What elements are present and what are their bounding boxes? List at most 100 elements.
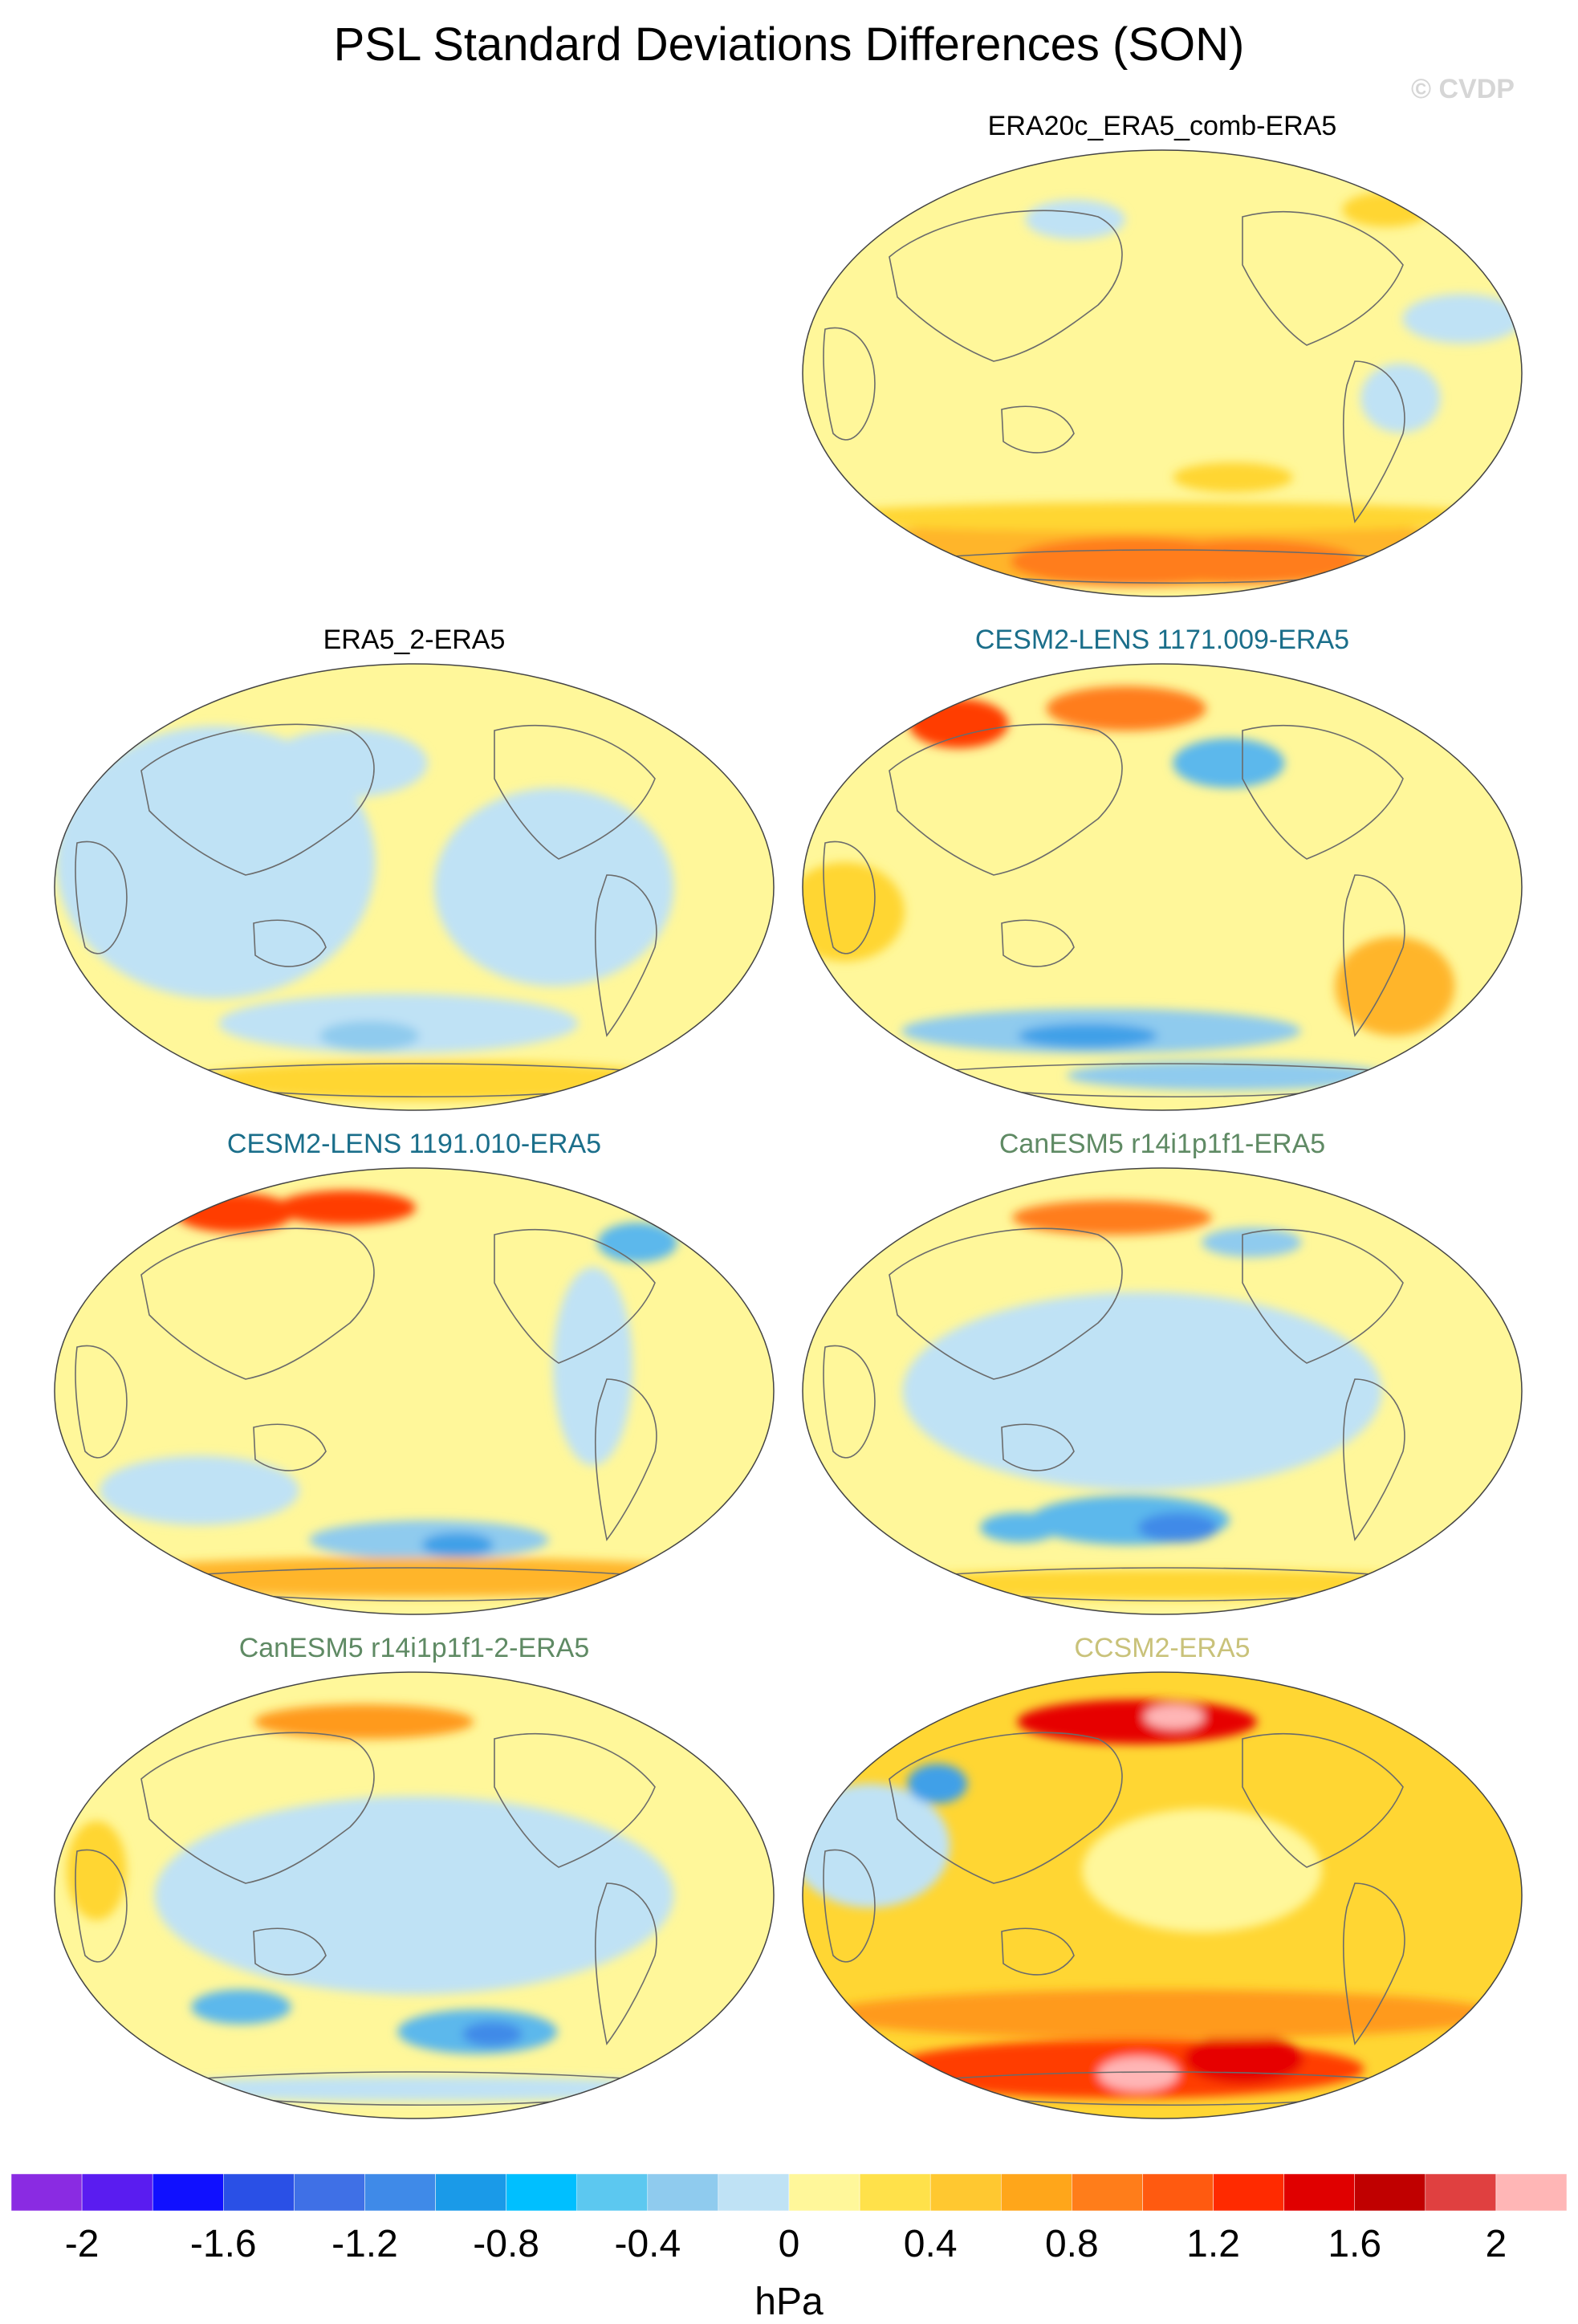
colorbar-swatch <box>81 2174 153 2212</box>
anomaly-region <box>1360 363 1441 433</box>
anomaly-region <box>1183 2033 1304 2084</box>
colorbar-swatch <box>647 2174 719 2212</box>
colorbar-tick-label: 1.6 <box>1328 2223 1382 2265</box>
map-outline <box>54 1167 775 1615</box>
coastline <box>1242 725 1404 860</box>
anomaly-region <box>1144 1704 1205 1730</box>
map-panel <box>802 1671 1523 2119</box>
coastline <box>823 1345 876 1459</box>
colorbar-swatch <box>576 2174 649 2212</box>
colorbar-tick-label: 0 <box>778 2223 800 2265</box>
panel-title-3: CESM2-LENS 1191.010-ERA5 <box>226 1129 602 1159</box>
map-panel <box>54 1671 775 2119</box>
coastline <box>253 919 327 967</box>
colorbar-swatch <box>435 2174 506 2212</box>
coastline <box>494 1229 656 1364</box>
anomaly-region <box>74 1557 754 1597</box>
anomaly-region <box>812 502 1512 532</box>
coastline <box>595 874 657 1037</box>
anomaly-region <box>1011 1200 1212 1235</box>
panel-title-5: CanESM5 r14i1p1f1-2-ERA5 <box>238 1633 590 1663</box>
anomaly-region <box>194 1060 674 1101</box>
colorbar-tick-label: 0.4 <box>903 2223 958 2265</box>
colorbar-tick-label: -2 <box>64 2223 100 2265</box>
map-outline <box>802 149 1523 597</box>
anomaly-region <box>218 993 579 1053</box>
map-outline <box>802 1167 1523 1615</box>
anomaly-region <box>1137 1512 1218 1543</box>
anomaly-region <box>1173 462 1293 493</box>
colorbar-swatch <box>859 2174 931 2212</box>
map-panel <box>802 149 1523 597</box>
coastline <box>1343 1882 1405 2045</box>
map-panel <box>802 663 1523 1111</box>
anomaly-region <box>842 1569 1482 1600</box>
colorbar-tick-label: -1.6 <box>189 2223 257 2265</box>
colorbar <box>11 2174 1567 2212</box>
anomaly-region <box>100 1455 299 1525</box>
map-outline <box>802 1671 1523 2119</box>
anomaly-region <box>267 728 428 798</box>
colorbar-swatch <box>1354 2174 1426 2212</box>
anomaly-region <box>1018 1023 1158 1048</box>
coastline <box>595 1882 657 2045</box>
colorbar-units: hPa <box>754 2281 824 2323</box>
colorbar-tick-label: -0.8 <box>473 2223 539 2265</box>
panel-title-2: CESM2-LENS 1171.009-ERA5 <box>974 625 1350 655</box>
anomaly-region <box>597 1222 678 1263</box>
coastline <box>1001 919 1075 967</box>
anomaly-region <box>1098 2056 1178 2092</box>
coastline <box>75 1345 128 1459</box>
anomaly-region <box>1066 1060 1387 1091</box>
coastline <box>889 1732 1123 1884</box>
watermark: © CVDP <box>1411 74 1515 104</box>
coastline <box>1343 874 1405 1037</box>
colorbar-swatch <box>152 2174 224 2212</box>
colorbar-tick-label: 0.8 <box>1044 2223 1099 2265</box>
anomaly-region <box>908 698 1009 749</box>
colorbar-swatch <box>718 2174 790 2212</box>
colorbar-swatch <box>506 2174 577 2212</box>
anomaly-region <box>114 2076 714 2102</box>
figure-title: PSL Standard Deviations Differences (SON… <box>333 18 1245 71</box>
coastline <box>253 1423 327 1471</box>
coastline <box>140 1732 375 1884</box>
map-panel <box>54 663 775 1111</box>
anomaly-region <box>1402 294 1522 344</box>
colorbar-swatch <box>1001 2174 1072 2212</box>
anomaly-region <box>1137 539 1358 584</box>
anomaly-region <box>803 1784 950 1908</box>
anomaly-region <box>433 788 674 987</box>
colorbar-tick-label: -1.2 <box>331 2223 398 2265</box>
map-outline <box>802 663 1523 1111</box>
coastline <box>1343 1378 1405 1541</box>
coastline <box>75 1849 128 1963</box>
coastline <box>823 1849 876 1963</box>
anomaly-region <box>1082 1808 1322 1933</box>
colorbar-swatch <box>1142 2174 1214 2212</box>
map-panel <box>54 1167 775 1615</box>
map-outline <box>54 1671 775 2119</box>
colorbar-swatch <box>1425 2174 1497 2212</box>
colorbar-swatch <box>364 2174 436 2212</box>
coastline <box>1001 1423 1075 1471</box>
anomaly-region <box>275 1190 417 1226</box>
anomaly-region <box>979 1512 1060 1543</box>
coastline <box>494 1733 656 1868</box>
coastline <box>889 210 1123 362</box>
colorbar-tick-label: 2 <box>1485 2223 1507 2265</box>
anomaly-region <box>462 2021 523 2047</box>
anomaly-region <box>319 1020 420 1051</box>
colorbar-tick-label: -0.4 <box>614 2223 681 2265</box>
coastline <box>889 1227 1123 1380</box>
coastline <box>140 723 375 876</box>
coastline <box>494 725 656 860</box>
coastline <box>889 723 1123 876</box>
coastline <box>1343 360 1405 523</box>
anomaly-region <box>1046 686 1206 731</box>
anomaly-region <box>66 1821 127 1920</box>
coastline <box>823 840 876 954</box>
colorbar-swatch <box>11 2174 83 2212</box>
anomaly-region <box>1342 192 1430 227</box>
anomaly-region <box>1025 199 1125 240</box>
